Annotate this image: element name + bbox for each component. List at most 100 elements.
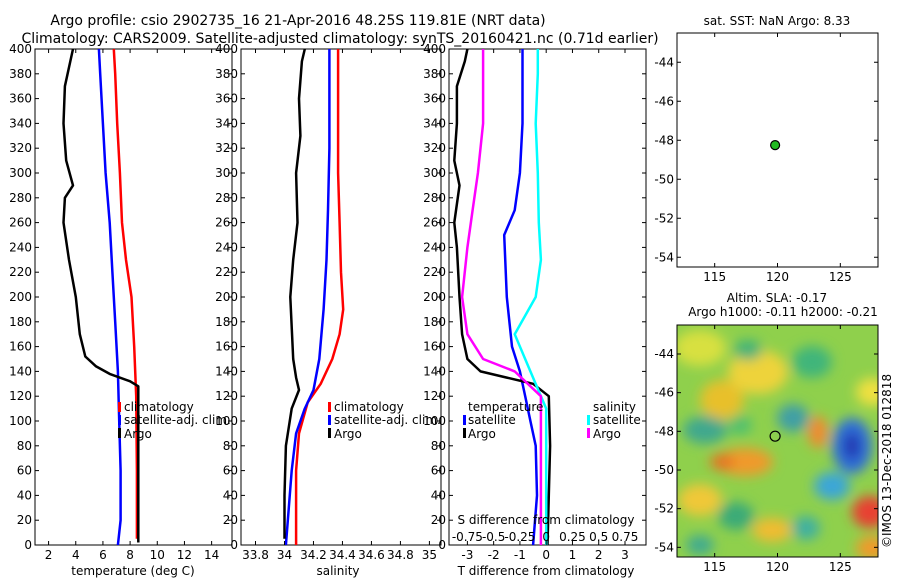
xtick-label: 35 bbox=[422, 548, 437, 562]
series-climatology bbox=[294, 49, 345, 545]
ytick-label: 300 bbox=[423, 166, 446, 180]
ytick-label: 380 bbox=[9, 67, 32, 81]
ytick-label: 80 bbox=[223, 439, 238, 453]
xtick-label: 0 bbox=[542, 548, 550, 562]
sst-title: sat. SST: NaN Argo: 8.33 bbox=[704, 14, 851, 28]
ytick-label: 220 bbox=[9, 265, 32, 279]
ytick-label: -48 bbox=[654, 424, 674, 438]
ytick-label: 60 bbox=[431, 464, 446, 478]
ytick-label: 400 bbox=[423, 42, 446, 56]
ytick-label: 0 bbox=[230, 538, 238, 552]
legend-swatch-argo bbox=[328, 428, 331, 438]
xtick-label: 3 bbox=[621, 548, 629, 562]
xtick-label: 34.6 bbox=[358, 548, 385, 562]
title-line2: Climatology: CARS2009. Satellite-adjuste… bbox=[21, 31, 658, 47]
legend-swatch-satellite bbox=[118, 415, 121, 425]
legend-t-satellite: satellite bbox=[468, 413, 516, 427]
xtick-label: 120 bbox=[766, 270, 789, 284]
ytick-label: 0 bbox=[438, 538, 446, 552]
ytick-label: 240 bbox=[9, 240, 32, 254]
imos-watermark: ©IMOS 13-Dec-2018 012818 bbox=[880, 374, 894, 548]
series-t-satellite bbox=[502, 49, 539, 546]
ytick-label: 220 bbox=[423, 265, 446, 279]
s-difference-title: S difference from climatology bbox=[458, 513, 635, 527]
series-s-argo bbox=[460, 49, 543, 545]
xtick-label: -2 bbox=[488, 548, 500, 562]
ytick-label: 200 bbox=[215, 290, 238, 304]
legend-swatch-s-argo bbox=[587, 428, 590, 438]
ytick-label: 140 bbox=[215, 364, 238, 378]
ytick-label: 80 bbox=[17, 439, 32, 453]
series-climatology bbox=[112, 48, 139, 539]
sst-axes bbox=[676, 32, 879, 268]
salinity-xlabel: salinity bbox=[316, 564, 359, 578]
ytick-label: 360 bbox=[215, 92, 238, 106]
ytick-label: -48 bbox=[654, 133, 674, 147]
ytick-label: 120 bbox=[9, 389, 32, 403]
ytick-label: 400 bbox=[9, 42, 32, 56]
legend-swatch-argo bbox=[118, 428, 121, 438]
ytick-label: 260 bbox=[9, 216, 32, 230]
ytick-label: -54 bbox=[654, 540, 674, 554]
xtick-label: 2 bbox=[595, 548, 603, 562]
legend-temperature: temperature bbox=[468, 400, 543, 414]
ytick-label: -52 bbox=[654, 211, 674, 225]
salinity-lines bbox=[283, 48, 345, 546]
ytick-label: 20 bbox=[17, 513, 32, 527]
ytick-label: 180 bbox=[9, 315, 32, 329]
sla-title: Altim. SLA: -0.17 bbox=[727, 291, 827, 305]
legend-satellite: satellite-adj. clim. bbox=[124, 413, 231, 427]
temperature-axes bbox=[34, 48, 233, 546]
salinity-legend: climatology satellite-adj. clim. Argo bbox=[328, 400, 441, 441]
ytick-label: 320 bbox=[9, 141, 32, 155]
argo-location-marker bbox=[770, 140, 781, 151]
ytick-label: -50 bbox=[654, 463, 674, 477]
ytick-label: -46 bbox=[654, 94, 674, 108]
ytick-label: 160 bbox=[423, 340, 446, 354]
xtick-label: 34.2 bbox=[300, 548, 327, 562]
ytick-label: 240 bbox=[215, 240, 238, 254]
ytick-label: 140 bbox=[423, 364, 446, 378]
ytick-label: 320 bbox=[423, 141, 446, 155]
ytick-label: 120 bbox=[215, 389, 238, 403]
series-argo bbox=[62, 48, 140, 543]
xtick-label: 12 bbox=[177, 548, 192, 562]
ytick-label: -52 bbox=[654, 502, 674, 516]
ytick-label: 240 bbox=[423, 240, 446, 254]
ytick-label: 340 bbox=[9, 116, 32, 130]
legend-argo: Argo bbox=[334, 427, 362, 441]
ytick-label: -46 bbox=[654, 386, 674, 400]
xtick-label: -1 bbox=[514, 548, 526, 562]
legend-swatch-t-satellite bbox=[463, 415, 466, 425]
ytick-label: 340 bbox=[423, 116, 446, 130]
ytick-label: 180 bbox=[423, 315, 446, 329]
s-xtick-label: 0.25 bbox=[559, 530, 586, 544]
sla-ticks: -44 -46 -48 -50 -52 -54 115 120 125 bbox=[654, 325, 878, 574]
xtick-label: 115 bbox=[703, 270, 726, 284]
ytick-label: -54 bbox=[654, 250, 674, 264]
legend-swatch-climatology bbox=[118, 402, 121, 412]
ytick-label: 160 bbox=[9, 340, 32, 354]
xtick-label: 34.8 bbox=[387, 548, 414, 562]
xtick-label: 120 bbox=[766, 560, 789, 574]
series-satellite-adj-clim- bbox=[97, 48, 122, 546]
ytick-label: 260 bbox=[423, 216, 446, 230]
difference-axes bbox=[448, 48, 647, 546]
ytick-label: -50 bbox=[654, 172, 674, 186]
temperature-lines bbox=[62, 48, 140, 546]
ytick-label: 140 bbox=[9, 364, 32, 378]
ytick-label: 60 bbox=[17, 464, 32, 478]
s-xtick-label: -0.5 bbox=[482, 530, 505, 544]
ytick-label: 380 bbox=[215, 67, 238, 81]
ytick-label: 360 bbox=[423, 92, 446, 106]
ytick-label: 60 bbox=[223, 464, 238, 478]
ytick-label: 40 bbox=[17, 488, 32, 502]
salinity-axes bbox=[240, 48, 442, 546]
ytick-label: 220 bbox=[215, 265, 238, 279]
xtick-label: 2 bbox=[45, 548, 53, 562]
legend-s-argo: Argo bbox=[593, 427, 621, 441]
salinity-panel: 0 20 40 60 80 100 120 140 160 180 200 220 240 260 280 3… bbox=[215, 42, 442, 578]
ytick-label: 300 bbox=[9, 166, 32, 180]
ytick-label: 100 bbox=[215, 414, 238, 428]
ytick-label: -44 bbox=[654, 55, 674, 69]
